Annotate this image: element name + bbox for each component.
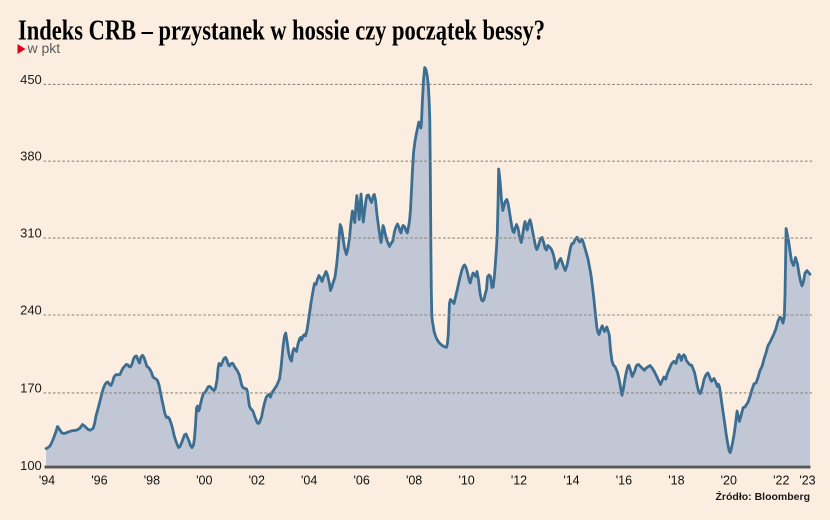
svg-text:'98: '98 xyxy=(144,474,160,488)
svg-text:100: 100 xyxy=(20,458,42,473)
svg-text:'94: '94 xyxy=(39,474,55,488)
svg-text:240: 240 xyxy=(20,302,42,317)
svg-text:'02: '02 xyxy=(249,474,265,488)
svg-text:'20: '20 xyxy=(721,474,737,488)
svg-text:170: 170 xyxy=(20,380,42,395)
svg-text:Indeks CRB – przystanek w hoss: Indeks CRB – przystanek w hossie czy poc… xyxy=(18,16,545,47)
svg-text:'08: '08 xyxy=(406,474,422,488)
svg-text:w pkt: w pkt xyxy=(27,40,61,56)
svg-text:450: 450 xyxy=(20,72,42,87)
svg-text:'12: '12 xyxy=(511,474,527,488)
svg-text:310: 310 xyxy=(20,226,42,241)
svg-text:'10: '10 xyxy=(458,474,474,488)
svg-text:380: 380 xyxy=(20,149,42,164)
svg-text:'00: '00 xyxy=(196,474,212,488)
svg-text:'06: '06 xyxy=(354,474,370,488)
svg-text:'14: '14 xyxy=(563,474,579,488)
svg-text:'23: '23 xyxy=(799,474,815,488)
svg-text:'16: '16 xyxy=(616,474,632,488)
svg-text:'18: '18 xyxy=(668,474,684,488)
svg-text:Źródło: Bloomberg: Źródło: Bloomberg xyxy=(716,490,811,503)
svg-text:'22: '22 xyxy=(773,474,789,488)
svg-text:'96: '96 xyxy=(91,474,107,488)
svg-text:'04: '04 xyxy=(301,474,317,488)
